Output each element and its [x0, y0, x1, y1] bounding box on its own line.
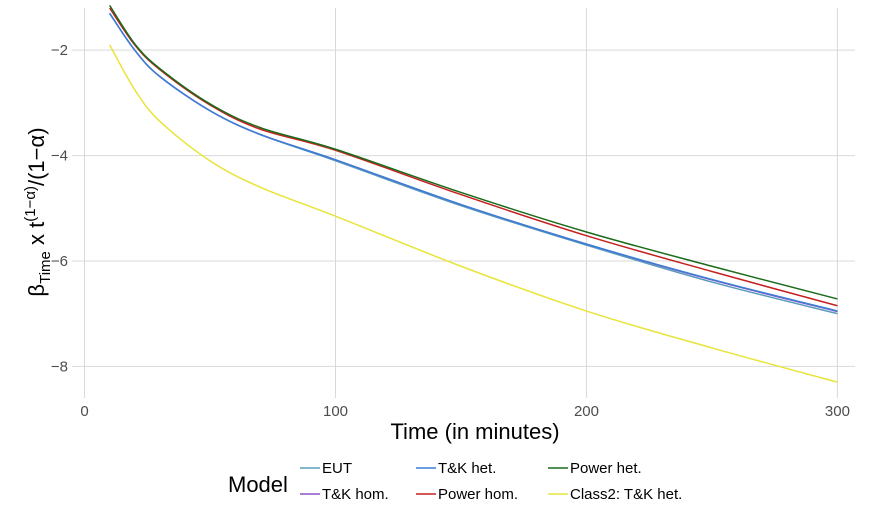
x-axis-title: Time (in minutes): [390, 419, 559, 444]
legend: EUT T&K het. Power het. T&K hom. Power hom. C…: [300, 460, 682, 503]
legend-label: T&K hom.: [322, 486, 389, 503]
x-tick-label: 200: [574, 403, 599, 420]
legend-label: Power het.: [570, 460, 642, 477]
x-tick-label: 100: [323, 403, 348, 420]
legend-title: Model: [228, 472, 288, 497]
y-tick-label: −2: [51, 42, 68, 59]
legend-label: Power hom.: [438, 486, 518, 503]
y-axis-title-mid: x t: [24, 222, 49, 251]
y-axis-title-tail: /(1−α): [24, 127, 49, 186]
y-axis-title: βTime x t(1−α)/(1−α): [22, 127, 54, 296]
y-tick-label: −4: [51, 148, 68, 165]
y-axis-title-subscript: Time: [37, 251, 54, 284]
y-axis-title-exponent: (1−α): [22, 186, 39, 222]
x-tick-label: 0: [80, 403, 88, 420]
legend-label: T&K het.: [438, 460, 496, 477]
y-tick-label: −8: [51, 358, 68, 375]
y-axis-title-beta: β: [24, 284, 49, 297]
x-tick-label: 300: [825, 403, 850, 420]
legend-label: EUT: [322, 460, 352, 477]
series-line-power-hom: [109, 7, 838, 307]
y-tick-label: −6: [51, 253, 68, 270]
series-line-t-k-het: [109, 12, 838, 312]
series-lines: [108, 4, 838, 383]
series-line-power-het: [109, 4, 838, 300]
y-axis-ticks: −8 −6 −4 −2: [51, 42, 68, 375]
x-axis-ticks: 0 100 200 300: [80, 403, 850, 420]
legend-label: Class2: T&K het.: [570, 486, 682, 503]
series-line-class2-t-k-het: [108, 44, 838, 383]
grid: [72, 8, 855, 398]
